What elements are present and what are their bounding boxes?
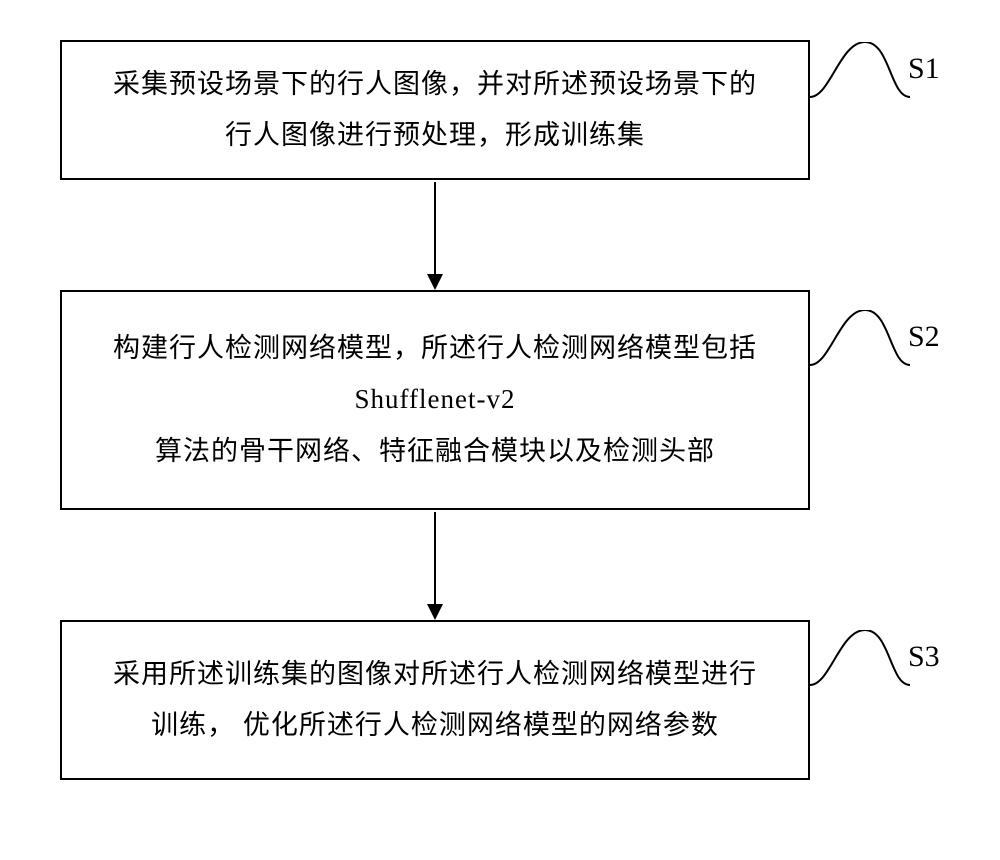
label-connector-s3 [810,630,910,690]
label-connector-s1 [810,42,910,102]
flowchart-canvas: 采集预设场景下的行人图像，并对所述预设场景下的 行人图像进行预处理，形成训练集 S… [0,0,1000,860]
arrow-s1-to-s2 [420,182,450,290]
flow-step-text-s1: 采集预设场景下的行人图像，并对所述预设场景下的 行人图像进行预处理，形成训练集 [113,59,757,162]
flow-step-s2: 构建行人检测网络模型，所述行人检测网络模型包括 Shufflenet-v2 算法… [60,290,810,510]
label-connector-s2 [810,310,910,370]
flow-step-s1: 采集预设场景下的行人图像，并对所述预设场景下的 行人图像进行预处理，形成训练集 [60,40,810,180]
flow-step-label-s1: S1 [908,52,940,86]
arrow-s2-to-s3 [420,512,450,620]
flow-step-label-s2: S2 [908,320,940,354]
flow-step-s3: 采用所述训练集的图像对所述行人检测网络模型进行 训练， 优化所述行人检测网络模型… [60,620,810,780]
flow-step-label-s3: S3 [908,640,940,674]
flow-step-text-s2: 构建行人检测网络模型，所述行人检测网络模型包括 Shufflenet-v2 算法… [113,323,757,477]
flow-step-text-s3: 采用所述训练集的图像对所述行人检测网络模型进行 训练， 优化所述行人检测网络模型… [113,649,757,752]
